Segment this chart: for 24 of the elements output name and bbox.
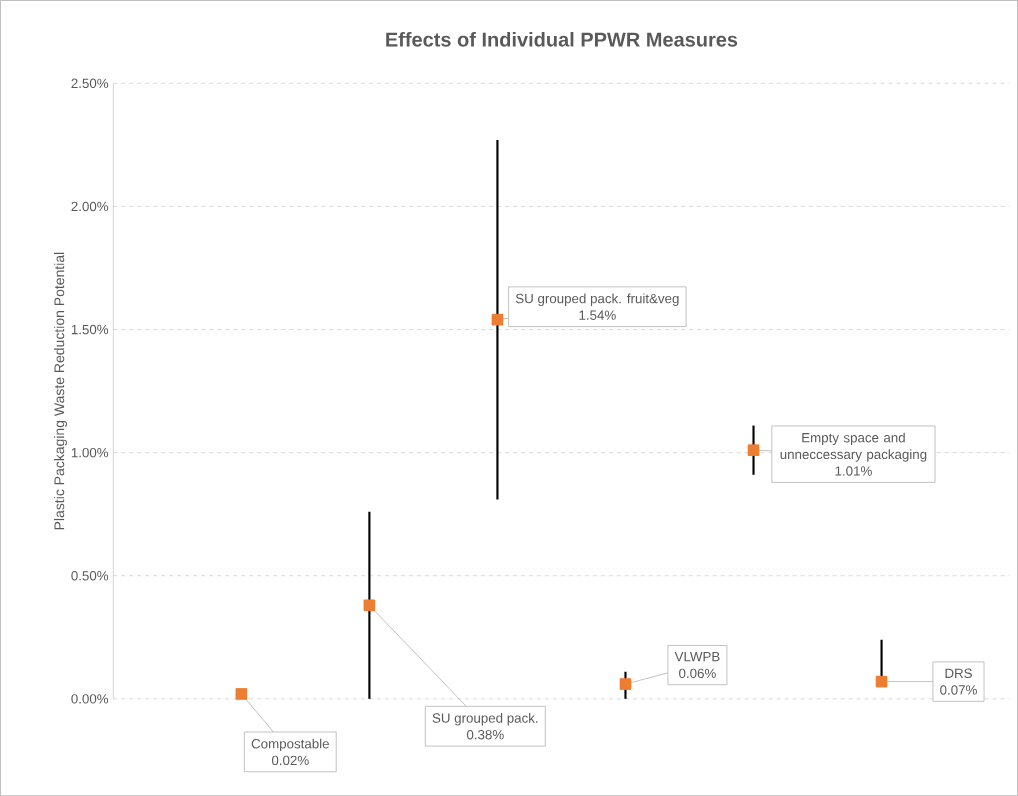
y-tick-label: 2.00% [71,201,109,212]
y-tick-label: 2.50% [71,78,109,88]
point [235,688,247,700]
point [619,678,632,690]
text: Compostable [251,738,329,751]
annotation: DRS [945,668,972,678]
point [747,444,760,456]
y-tick-label: 0.00% [71,694,109,704]
data-label: 0.06% [679,668,716,678]
y-tick-label: 1.00% [71,447,109,458]
annotation: Empty space and unneccessary packaging [780,432,927,462]
data-label: 1.01% [835,466,872,476]
y-axis-title: Plastic Packaging Waste Reduction Potential [53,252,68,530]
point [363,599,375,611]
data-label: 0.02% [271,755,309,766]
chart-title: Effects of Individual PPWR Measures [386,31,738,47]
annotation: VLWPB [674,652,720,662]
annotation: SU grouped pack. fruit&veg [515,293,679,306]
y-tick-label: 1.50% [71,324,109,335]
data-label: 0.07% [940,685,977,695]
text: SU grouped pack. [432,712,538,726]
y-tick-label: 0.50% [71,570,109,581]
point [875,675,888,688]
data-label: 0.38% [466,729,504,740]
